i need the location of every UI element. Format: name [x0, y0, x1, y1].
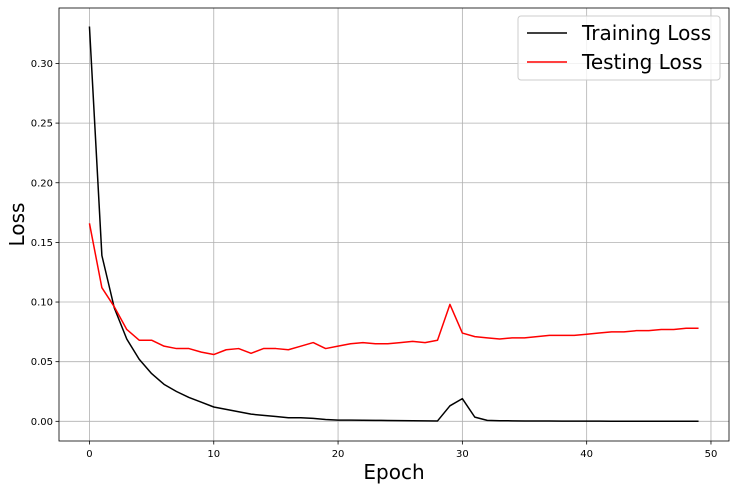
grid-lines: [59, 8, 729, 441]
x-tick-label: 0: [86, 449, 92, 460]
x-tick-label: 40: [580, 449, 593, 460]
legend-label: Testing Loss: [581, 50, 703, 74]
y-tick-label: 0.00: [31, 417, 53, 428]
x-axis-label: Epoch: [363, 460, 424, 484]
series-lines: [88, 26, 699, 422]
y-tick-label: 0.25: [31, 119, 53, 130]
y-axis-label: Loss: [5, 203, 29, 247]
y-tick-label: 0.15: [31, 238, 53, 249]
plot-frame: [58, 7, 730, 442]
series-line-testing-loss: [88, 223, 699, 356]
x-tick-label: 10: [207, 449, 220, 460]
legend-label: Training Loss: [581, 21, 711, 45]
x-tick-label: 20: [332, 449, 345, 460]
y-tick-label: 0.30: [31, 59, 53, 70]
x-tick-label: 50: [705, 449, 718, 460]
y-tick-label: 0.10: [31, 298, 53, 309]
legend: Training Loss Testing Loss: [517, 15, 721, 81]
y-tick-label: 0.20: [31, 178, 53, 189]
axis-ticks: 0 10 20 30 40 50 0.00 0.05 0.10 0.15 0.20 0.25 0.30: [31, 59, 718, 460]
y-tick-label: 0.05: [31, 357, 53, 368]
legend-box: [517, 15, 721, 81]
series-line-training-loss: [88, 26, 699, 422]
x-tick-label: 30: [456, 449, 469, 460]
